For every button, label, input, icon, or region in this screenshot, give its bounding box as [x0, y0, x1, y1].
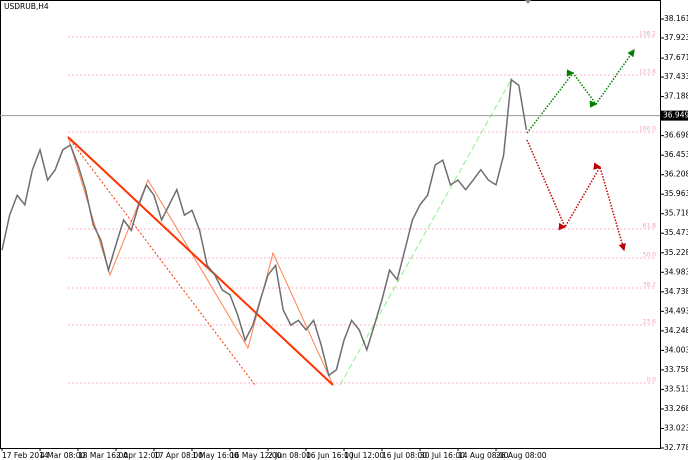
y-tick-label: 38.1610	[664, 14, 688, 23]
fib-label: 0.0	[646, 376, 656, 383]
x-tick-label: 1 Jul 12:00	[344, 451, 384, 460]
y-tick-label: 34.4930	[664, 306, 688, 315]
y-tick-label: 36.4530	[664, 150, 688, 159]
y-tick-label: 37.4330	[664, 72, 688, 81]
x-tick-label: 17 Feb 2014	[2, 451, 49, 460]
shift-marker	[525, 0, 531, 4]
chart-title: USDRUB,H4	[4, 2, 49, 11]
y-tick-label: 36.2080	[664, 170, 688, 179]
x-tick-label: 16 May 12:00	[230, 451, 282, 460]
x-tick-label: 1 May 16:00	[192, 451, 239, 460]
x-tick-label: 26 Aug 08:00	[496, 451, 547, 460]
y-tick-label: 33.5130	[664, 384, 688, 393]
x-tick-label: 4 Mar 08:00	[40, 451, 86, 460]
y-tick-label: 34.9830	[664, 267, 688, 276]
x-tick-label: 14 Aug 08:00	[458, 451, 509, 460]
x-tick-label: 18 Mar 16:00	[78, 451, 128, 460]
y-tick-label: 32.7780	[664, 443, 688, 452]
y-tick-label: 37.6710	[664, 53, 688, 62]
y-tick-label: 35.7180	[664, 209, 688, 218]
x-tick-label: 16 Jul 08:00	[382, 451, 427, 460]
fib-label: 100.0	[639, 125, 656, 132]
current-price-box	[661, 110, 688, 121]
y-tick-label: 37.9230	[664, 33, 688, 42]
channel-line	[67, 136, 256, 386]
y-tick-label: 34.7380	[664, 287, 688, 296]
x-tick-label: 2 Jun 08:00	[268, 451, 311, 460]
fib-label: 23.6	[643, 318, 657, 325]
current-price-label: 36.9490	[663, 111, 688, 120]
fib-label: 61.8	[643, 223, 657, 230]
y-tick-label: 37.1880	[664, 92, 688, 101]
fib-label: 50.0	[643, 251, 657, 258]
y-tick-label: 35.9630	[664, 189, 688, 198]
projection-line	[339, 77, 513, 386]
y-tick-label: 33.2680	[664, 404, 688, 413]
trend-line	[67, 136, 334, 386]
bull-scenario	[526, 48, 635, 134]
plot-frame	[0, 0, 661, 449]
y-tick-label: 33.0230	[664, 423, 688, 432]
x-tick-label: 16 Jun 16:00	[306, 451, 354, 460]
bear-scenario	[526, 139, 626, 252]
fib-label: 123.6	[639, 68, 656, 75]
y-tick-label: 36.6980	[664, 131, 688, 140]
price-line	[1, 78, 528, 377]
fib-label: 138.2	[639, 30, 656, 37]
x-tick-label: 30 Jul 16:00	[420, 451, 465, 460]
y-tick-label: 35.2280	[664, 248, 688, 257]
y-tick-label: 35.4730	[664, 228, 688, 237]
fib-label: 38.2	[643, 281, 657, 288]
x-tick-label: 2 Apr 12:00	[116, 451, 160, 460]
y-tick-label: 33.7580	[664, 365, 688, 374]
y-tick-label: 34.2480	[664, 326, 688, 335]
x-tick-label: 17 Apr 08:00	[154, 451, 203, 460]
zigzag	[67, 136, 334, 386]
